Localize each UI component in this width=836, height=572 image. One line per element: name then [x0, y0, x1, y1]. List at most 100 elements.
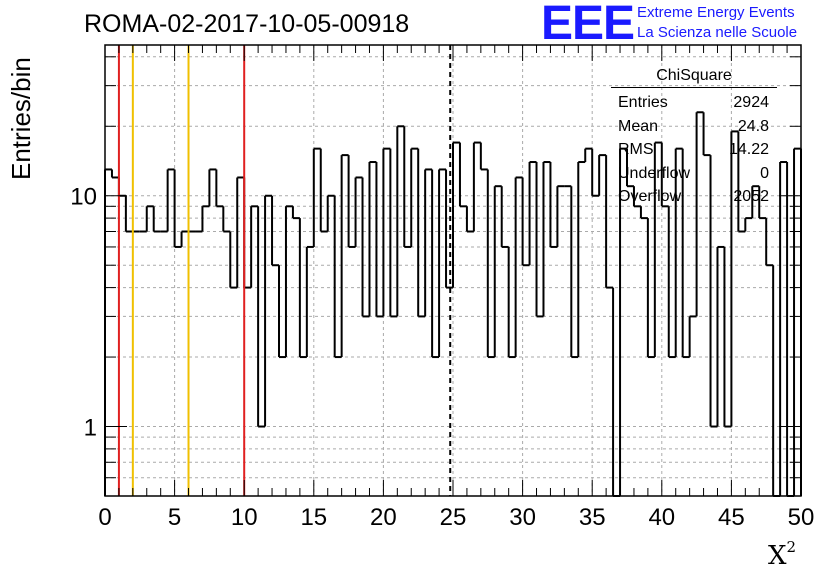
x-tick-label: 30 [509, 504, 536, 531]
x-tick-label: 25 [440, 504, 467, 531]
histogram-bin [180, 230, 189, 247]
histogram-bin [291, 206, 300, 220]
x-tick-label: 0 [98, 504, 111, 531]
histogram-bin [674, 147, 683, 358]
histogram-bin [431, 169, 440, 359]
x-tick-label: 40 [648, 504, 675, 531]
y-tick-label: 10 [70, 184, 97, 211]
histogram-bin [737, 131, 746, 233]
histogram-bin [542, 161, 551, 317]
x-tick-label: 20 [370, 504, 397, 531]
histogram-bin [535, 162, 544, 318]
stats-row-entries: Entries 2924 [611, 91, 777, 115]
histogram-bin [396, 125, 405, 317]
histogram-bin [271, 195, 279, 267]
histogram-bin [493, 185, 502, 358]
histogram-bin [452, 141, 460, 288]
histogram-bin [584, 147, 593, 163]
histogram-bin [765, 218, 774, 267]
histogram-bin [215, 169, 224, 208]
x-tick-label: 15 [300, 504, 327, 531]
histogram-bin [688, 315, 697, 358]
histogram-bin [417, 148, 426, 318]
stats-label: RMS [618, 141, 654, 158]
histogram-bin [681, 148, 690, 359]
stats-row-underflow: Underflow 0 [611, 162, 777, 186]
histogram-bin [695, 111, 704, 317]
histogram-bin [751, 185, 760, 219]
y-tick-label: 1 [84, 415, 97, 442]
histogram-bin [626, 148, 634, 188]
histogram-layer [104, 111, 802, 497]
y-axis-label: Entries/bin [6, 57, 36, 180]
histogram-bin [298, 218, 307, 359]
histogram-bin [667, 206, 676, 359]
histogram-bin [653, 141, 662, 358]
histogram-bin [410, 147, 419, 247]
histogram-bin [117, 177, 126, 197]
histogram-bin [166, 168, 175, 232]
histogram-bin [319, 148, 328, 233]
histogram-bin [528, 161, 537, 266]
histogram-bin [772, 265, 781, 497]
stats-value: 2924 [733, 94, 769, 111]
stats-value: 24.8 [737, 117, 769, 135]
stats-value: 14.22 [728, 141, 769, 158]
x-tick-label: 35 [579, 504, 606, 531]
histogram-bin [779, 161, 788, 496]
stats-label: Overflow [618, 188, 682, 205]
histogram-bin [709, 155, 718, 428]
logo-line-2: La Scienza nelle Scuole [637, 24, 798, 41]
histogram-bin [465, 206, 474, 233]
x-tick-label: 45 [718, 504, 745, 531]
stats-row-mean: Mean 24.8 [611, 115, 777, 139]
histogram-bin [208, 168, 217, 207]
stats-value: 0 [760, 164, 769, 182]
stats-label: Underflow [618, 164, 691, 182]
marker-lines-layer [117, 45, 452, 496]
histogram-bin [744, 217, 753, 232]
histogram-bin [598, 154, 607, 196]
histogram-bin [472, 141, 481, 232]
histogram-bin [639, 206, 648, 220]
run-title: ROMA-02-2017-10-05-00918 [84, 10, 410, 38]
x-tick-label: 50 [788, 504, 815, 531]
stats-title: ChiSquare [611, 67, 777, 88]
histogram-bin [354, 176, 363, 247]
histogram-bin [521, 177, 530, 267]
stats-box: ChiSquare Entries 2924 Mean 24.8 RMS 14.22 … [611, 67, 777, 209]
histogram-bin [793, 147, 801, 496]
stats-row-overflow: Overflow 2052 [611, 185, 777, 209]
histogram-bin [514, 176, 523, 358]
histogram-bin [619, 147, 627, 496]
histogram-bin [570, 186, 579, 359]
x-tick-label: 10 [231, 504, 258, 531]
histogram-bin [438, 168, 447, 358]
histogram-bin [145, 205, 154, 232]
histogram-bin [500, 186, 509, 248]
x-axis-label-base: X [768, 541, 787, 571]
histogram-bin [152, 206, 161, 233]
histogram-bin [368, 161, 377, 317]
histogram-bin [243, 177, 252, 289]
histogram-bin [591, 148, 600, 197]
stats-value: 2052 [733, 188, 769, 205]
histogram-bin [284, 205, 293, 358]
x-axis-label: X2 [768, 538, 796, 571]
histogram-bin [124, 195, 133, 233]
histogram-bin [250, 205, 259, 288]
logo-line-1: Extreme Energy Events [637, 4, 795, 21]
histogram-bin [312, 147, 321, 247]
histogram-bin [730, 130, 739, 427]
histogram-bin [702, 112, 711, 157]
histogram-bin [549, 162, 558, 248]
histogram-bin [786, 162, 795, 497]
histogram-bin [382, 147, 391, 317]
histogram-bin [361, 177, 370, 318]
histogram-bin [716, 245, 725, 427]
histogram-bin [486, 169, 495, 359]
histogram-bin [424, 168, 433, 317]
stats-row-rms: RMS 14.22 [611, 138, 777, 162]
histogram-bin [632, 186, 641, 208]
